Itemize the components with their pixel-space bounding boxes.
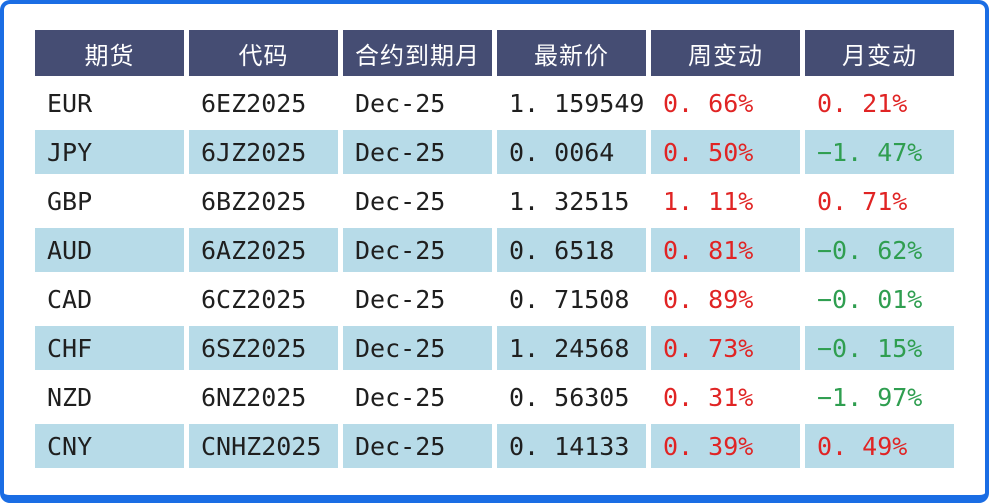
cell-month-change: −0. 15%	[805, 326, 954, 370]
column-header-code: 代码	[189, 30, 338, 76]
cell-expiry-month: Dec-25	[343, 424, 492, 468]
cell-expiry-month: Dec-25	[355, 382, 446, 412]
table-row: NZD 6NZ2025 Dec-25 0. 56305 0. 31% −1. 97%	[35, 375, 954, 419]
cell-week-change: 0. 89%	[663, 284, 754, 314]
cell-latest-price: 1. 159549	[509, 88, 645, 118]
cell-expiry-month: Dec-25	[355, 186, 446, 216]
cell-currency: NZD	[47, 382, 93, 412]
column-header-expiry-month: 合约到期月	[343, 30, 492, 76]
table-row: EUR 6EZ2025 Dec-25 1. 159549 0. 66% 0. 21%	[35, 81, 954, 125]
cell-latest-price: 0. 14133	[497, 424, 646, 468]
cell-code: 6NZ2025	[201, 382, 307, 412]
cell-week-change: 0. 39%	[651, 424, 800, 468]
cell-month-change: −0. 62%	[805, 228, 954, 272]
table-row: AUD 6AZ2025 Dec-25 0. 6518 0. 81% −0. 62%	[35, 228, 954, 272]
cell-week-change: 0. 31%	[663, 382, 754, 412]
table-row: CAD 6CZ2025 Dec-25 0. 71508 0. 89% −0. 01%	[35, 277, 954, 321]
column-header-monthly-change: 月变动	[805, 30, 954, 76]
cell-code: 6AZ2025	[189, 228, 338, 272]
cell-expiry-month: Dec-25	[343, 130, 492, 174]
cell-currency: GBP	[47, 186, 93, 216]
currency-futures-table: 期货 代码 合约到期月 最新价 周变动 月变动 EUR 6EZ2025 Dec-25…	[30, 25, 959, 473]
table-row: GBP 6BZ2025 Dec-25 1. 32515 1. 11% 0. 71%	[35, 179, 954, 223]
table-row: JPY 6JZ2025 Dec-25 0. 0064 0. 50% −1. 47%	[35, 130, 954, 174]
table-body: EUR 6EZ2025 Dec-25 1. 159549 0. 66% 0. 21% JPY…	[35, 81, 954, 468]
cell-code: 6EZ2025	[201, 88, 307, 118]
cell-currency: JPY	[35, 130, 184, 174]
cell-code: 6BZ2025	[201, 186, 307, 216]
column-header-futures: 期货	[35, 30, 184, 76]
cell-week-change: 0. 66%	[663, 88, 754, 118]
cell-code: 6CZ2025	[201, 284, 307, 314]
cell-week-change: 1. 11%	[663, 186, 754, 216]
cell-month-change: −1. 47%	[805, 130, 954, 174]
cell-latest-price: 0. 6518	[497, 228, 646, 272]
cell-code: CNHZ2025	[189, 424, 338, 468]
cell-code: 6SZ2025	[189, 326, 338, 370]
cell-latest-price: 1. 24568	[497, 326, 646, 370]
cell-month-change: 0. 49%	[805, 424, 954, 468]
cell-week-change: 0. 81%	[651, 228, 800, 272]
cell-expiry-month: Dec-25	[355, 88, 446, 118]
cell-latest-price: 1. 32515	[509, 186, 630, 216]
cell-currency: EUR	[47, 88, 93, 118]
table-row: CHF 6SZ2025 Dec-25 1. 24568 0. 73% −0. 15%	[35, 326, 954, 370]
cell-expiry-month: Dec-25	[355, 284, 446, 314]
header-row: 期货 代码 合约到期月 最新价 周变动 月变动	[35, 30, 954, 76]
cell-currency: CHF	[35, 326, 184, 370]
column-header-weekly-change: 周变动	[651, 30, 800, 76]
cell-week-change: 0. 50%	[651, 130, 800, 174]
cell-month-change: 0. 71%	[817, 186, 908, 216]
cell-latest-price: 0. 0064	[497, 130, 646, 174]
table-row: CNY CNHZ2025 Dec-25 0. 14133 0. 39% 0. 49%	[35, 424, 954, 468]
cell-code: 6JZ2025	[189, 130, 338, 174]
cell-currency: CNY	[35, 424, 184, 468]
cell-latest-price: 0. 56305	[509, 382, 630, 412]
cell-month-change: 0. 21%	[817, 88, 908, 118]
cell-month-change: −0. 01%	[817, 284, 923, 314]
cell-currency: AUD	[35, 228, 184, 272]
cell-expiry-month: Dec-25	[343, 228, 492, 272]
cell-currency: CAD	[47, 284, 93, 314]
cell-expiry-month: Dec-25	[343, 326, 492, 370]
column-header-latest-price: 最新价	[497, 30, 646, 76]
cell-latest-price: 0. 71508	[509, 284, 630, 314]
cell-month-change: −1. 97%	[817, 382, 923, 412]
cell-week-change: 0. 73%	[651, 326, 800, 370]
